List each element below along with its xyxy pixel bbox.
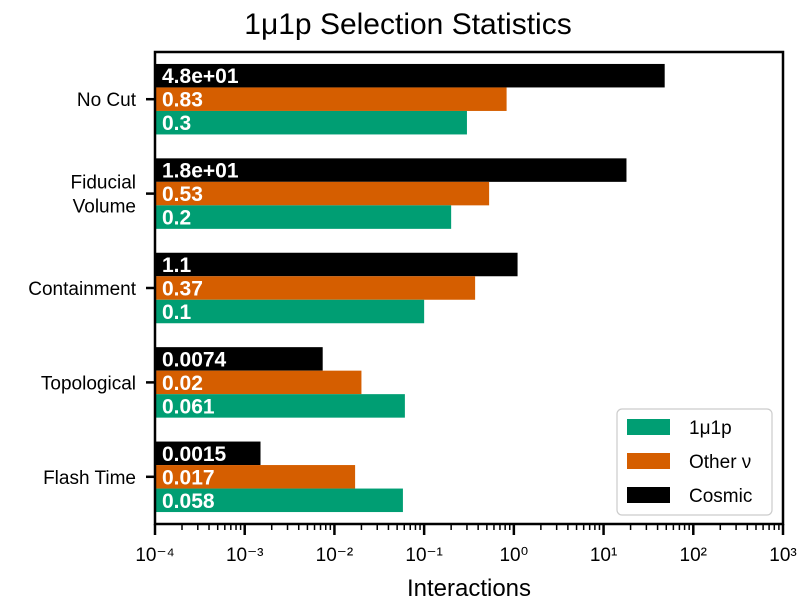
bar-1-1p-containment: [155, 299, 425, 324]
bar-value-label: 0.1: [162, 301, 192, 324]
legend: 1μ1p Other ν Cosmic: [616, 408, 773, 516]
x-axis: 10⁻⁴ 10⁻³ 10⁻² 10⁻¹ 10⁰ 10¹ 10² 10³: [135, 524, 797, 566]
bar-value-label: 0.53: [162, 183, 203, 206]
x-tick-label: 10⁻³: [226, 545, 264, 566]
bar-cosmic-no-cut: [155, 63, 665, 88]
bar-value-label: 4.8e+01: [162, 65, 239, 88]
bar-1-1p-no-cut: [155, 110, 467, 135]
legend-swatch-other: [627, 453, 670, 469]
bar-value-label: 0.061: [162, 395, 215, 418]
bar-value-label: 0.02: [162, 372, 203, 395]
chart-title: 1μ1p Selection Statistics: [244, 8, 571, 41]
bar-other-flash-time: [155, 465, 356, 489]
bar-value-label: 0.0015: [162, 443, 227, 466]
x-tick-label: 10⁻⁴: [135, 545, 174, 566]
y-tick-label: Topological: [41, 373, 136, 394]
bar-value-label: 0.37: [162, 278, 203, 301]
bar-cosmic-fiducial-volume: [155, 158, 627, 182]
bar-other-fiducial-volume: [155, 181, 490, 206]
bar-value-label: 0.017: [162, 466, 215, 489]
x-tick-label: 10³: [769, 545, 796, 566]
bar-value-label: 1.8e+01: [162, 160, 239, 183]
y-tick-label: Flash Time: [43, 468, 136, 489]
bar-other-containment: [155, 276, 476, 300]
legend-swatch-1-1p: [627, 419, 670, 435]
plot-frame: [153, 50, 785, 526]
bar-cosmic-containment: [155, 252, 518, 277]
bar-value-label: 0.0074: [162, 348, 227, 371]
x-axis-label: Interactions: [407, 575, 531, 602]
bar-cosmic-topological: [155, 347, 323, 371]
bar-value-label: 0.3: [162, 112, 191, 135]
x-tick-label: 10¹: [590, 545, 617, 566]
y-tick-label: No Cut: [77, 90, 137, 111]
bar-1-1p-fiducial-volume: [155, 205, 452, 229]
legend-label: Other ν: [689, 452, 751, 473]
bar-1-1p-topological: [155, 394, 405, 418]
x-tick-label: 10⁻¹: [405, 545, 443, 566]
bar-value-label: 0.83: [162, 89, 203, 112]
bar-cosmic-flash-time: [155, 441, 261, 466]
legend-label: 1μ1p: [689, 418, 732, 439]
x-tick-label: 10²: [680, 545, 707, 566]
y-tick-label: Fiducial Volume: [71, 173, 136, 218]
bar-other-topological: [155, 370, 362, 395]
x-tick-label: 10⁰: [499, 545, 528, 566]
bars-group: 4.8e+010.830.3 1.8e+010.530.2 1.10.370.1 0.…: [155, 63, 665, 513]
x-tick-label: 10⁻²: [316, 545, 354, 566]
bar-value-label: 0.058: [162, 490, 215, 513]
y-tick-label: Containment: [28, 279, 136, 300]
legend-swatch-cosmic: [627, 487, 670, 503]
bar-value-label: 0.2: [162, 207, 191, 230]
bar-value-label: 1.1: [162, 254, 192, 277]
bar-1-1p-flash-time: [155, 488, 403, 513]
y-tick-labels: No Cut Fiducial Volume Containment Topologic…: [28, 90, 155, 489]
bar-other-no-cut: [155, 87, 507, 111]
legend-label: Cosmic: [689, 486, 752, 507]
